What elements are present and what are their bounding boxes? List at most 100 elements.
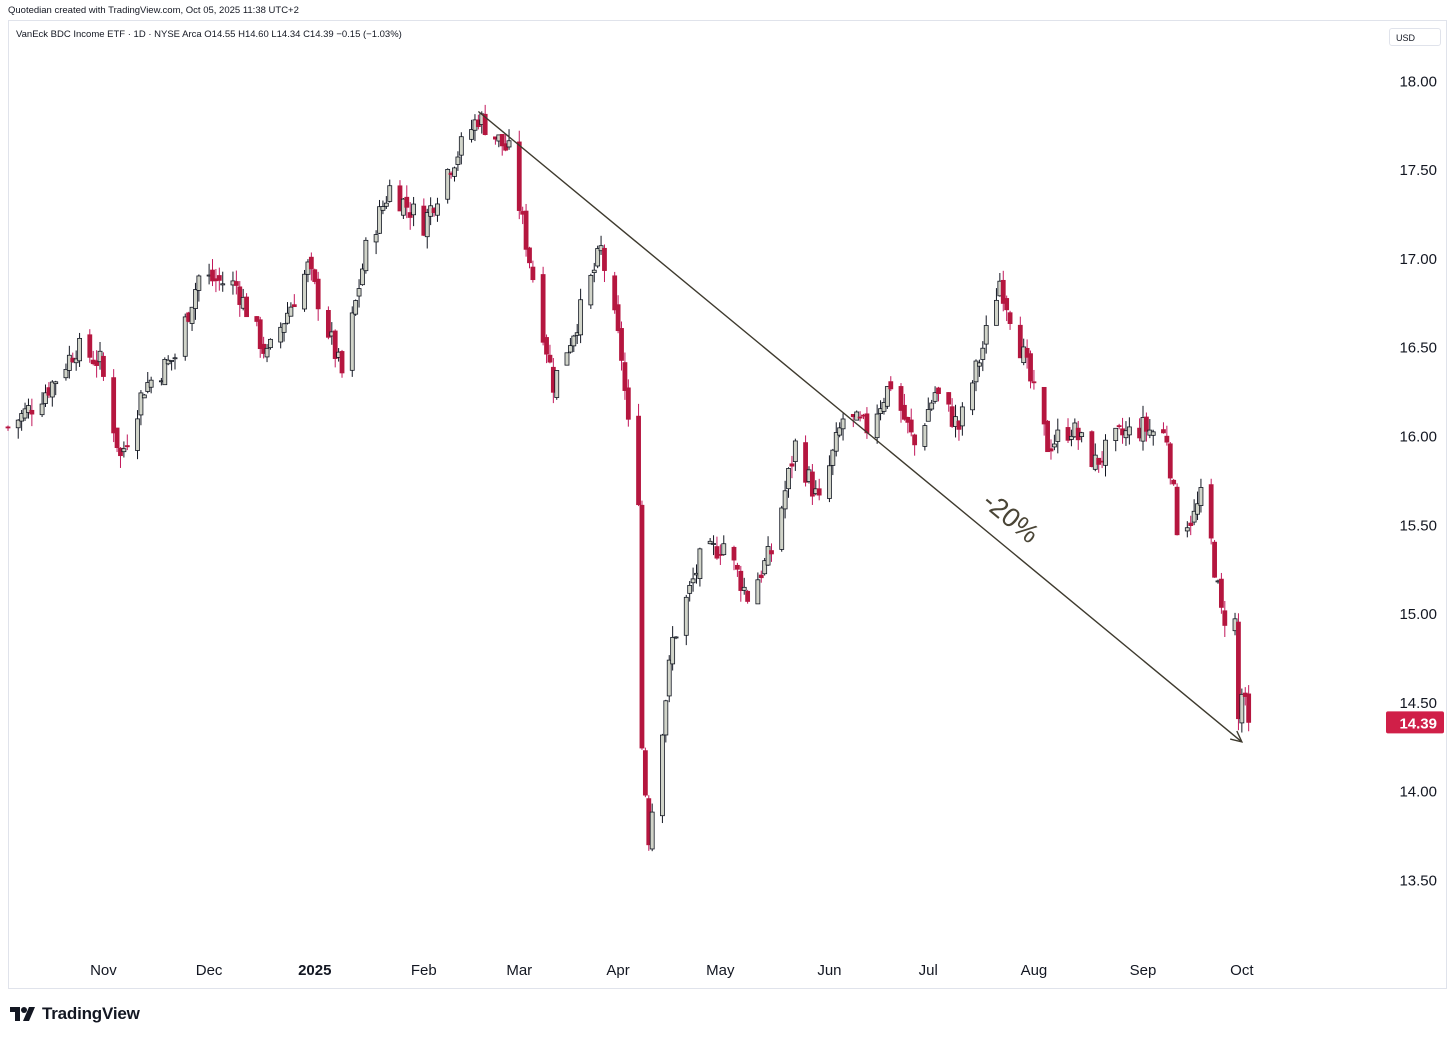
- candle: [578, 288, 584, 344]
- candle: [816, 478, 822, 501]
- candle: [554, 370, 560, 400]
- candle: [302, 269, 307, 312]
- change-label: -20%: [977, 486, 1045, 549]
- candle: [779, 505, 785, 552]
- candle-body: [1045, 420, 1050, 453]
- candle-body: [898, 386, 904, 411]
- x-tick-label: Apr: [606, 962, 629, 979]
- candle-body: [101, 355, 106, 377]
- candle: [874, 404, 880, 444]
- candle: [411, 196, 417, 227]
- candle: [138, 390, 144, 426]
- candle-body: [1195, 503, 1200, 515]
- candle: [1174, 483, 1180, 536]
- candle: [193, 282, 198, 320]
- candle-body: [540, 274, 546, 343]
- candle: [404, 185, 410, 219]
- time-axis: Nov Dec 2025 Feb Mar Apr May Jun Jul Aug Sep Oct: [90, 962, 1254, 979]
- candle: [946, 392, 952, 412]
- candle-body: [864, 413, 870, 434]
- candle: [564, 352, 570, 366]
- candle-body: [1198, 487, 1204, 506]
- candle: [1195, 491, 1200, 521]
- candle-body: [339, 351, 345, 374]
- candle: [660, 733, 665, 824]
- candle: [765, 536, 771, 566]
- candle-body: [111, 377, 117, 434]
- candle-body: [649, 811, 655, 850]
- candle-body: [827, 465, 832, 499]
- tradingview-logo[interactable]: TradingView: [10, 1003, 140, 1025]
- candle: [29, 398, 35, 427]
- candle-body: [43, 392, 48, 404]
- candle-body: [697, 548, 703, 580]
- candle-body: [452, 167, 457, 177]
- y-tick-label: 17.00: [1399, 251, 1437, 268]
- candle-body: [264, 347, 270, 358]
- candle-body: [53, 381, 59, 385]
- candle: [373, 230, 379, 255]
- candle-body: [833, 432, 839, 452]
- candle-body: [148, 379, 154, 388]
- candle: [1150, 429, 1156, 446]
- last-price-box: [1386, 711, 1444, 734]
- candle: [1041, 386, 1047, 436]
- candle: [349, 306, 355, 377]
- candle: [857, 411, 863, 422]
- candle-body: [854, 411, 860, 421]
- candle: [1246, 685, 1252, 732]
- chart-frame: [8, 20, 1447, 989]
- candle-body: [721, 543, 727, 556]
- candle: [809, 464, 815, 505]
- candle-body: [983, 325, 989, 345]
- candle: [1024, 339, 1030, 369]
- candle: [741, 577, 747, 595]
- candle-body: [1167, 443, 1173, 479]
- candle: [94, 350, 100, 378]
- candle-body: [308, 256, 314, 270]
- candle-body: [135, 418, 140, 451]
- candle: [1089, 430, 1095, 468]
- currency-selector[interactable]: USD: [1389, 28, 1441, 46]
- candle: [854, 410, 860, 421]
- candle: [980, 341, 986, 372]
- candle-body: [254, 316, 260, 322]
- candle: [622, 352, 628, 400]
- candle: [22, 402, 28, 421]
- candle-body: [216, 275, 222, 281]
- candle: [312, 268, 318, 285]
- candle-body: [94, 360, 100, 366]
- candle-body: [121, 448, 127, 453]
- candle-body: [731, 546, 737, 561]
- candle-body: [469, 129, 474, 140]
- candle: [544, 334, 549, 364]
- candle: [356, 279, 362, 308]
- candle-body: [1069, 435, 1074, 440]
- candle: [786, 467, 791, 498]
- candle-body: [973, 360, 979, 383]
- candle: [254, 316, 260, 327]
- candle-body: [612, 275, 618, 311]
- candle-body: [506, 140, 512, 148]
- candle: [711, 535, 716, 556]
- candle: [1239, 688, 1245, 733]
- candle-body: [707, 540, 713, 545]
- candle-body: [499, 133, 505, 147]
- candle-body: [5, 426, 11, 429]
- candle: [755, 572, 761, 605]
- candle: [649, 803, 655, 852]
- candle: [1031, 369, 1037, 390]
- candle: [291, 294, 297, 308]
- candle-body: [874, 413, 880, 439]
- x-tick-label: 2025: [298, 962, 331, 979]
- candle-body: [1031, 381, 1037, 384]
- candle-body: [189, 306, 195, 324]
- candle-body: [1246, 693, 1252, 723]
- candle: [936, 386, 941, 402]
- candle-body: [642, 750, 648, 796]
- candle-body: [683, 596, 689, 636]
- candle: [77, 332, 82, 367]
- last-price-value: 14.39: [1399, 715, 1437, 732]
- candle: [902, 393, 907, 421]
